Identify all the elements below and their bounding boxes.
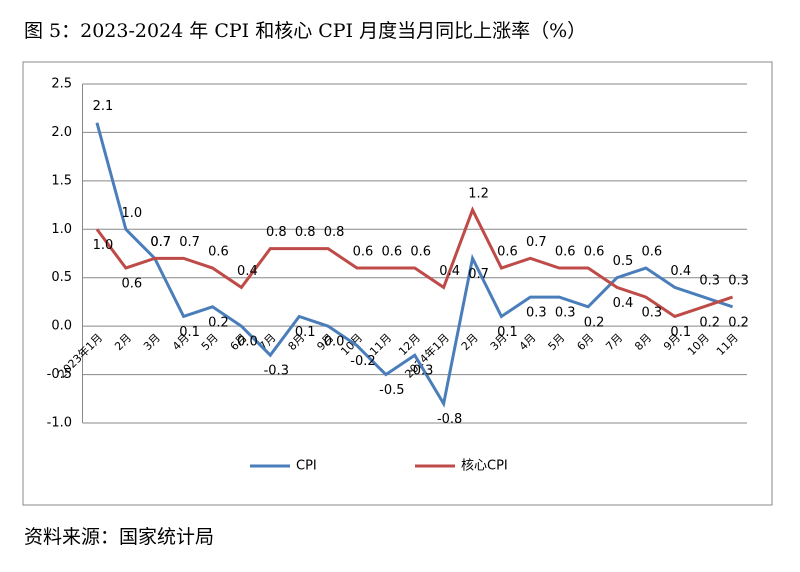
- legend-label: 核心CPI: [461, 459, 508, 474]
- data-label: 0.4: [439, 264, 460, 279]
- source-note: 资料来源：国家统计局: [24, 526, 214, 548]
- x-tick-label: 5月: [546, 331, 568, 353]
- data-label: 0.8: [266, 225, 287, 240]
- x-tick-label: 2月: [112, 331, 134, 353]
- data-label: -0.2: [350, 354, 375, 369]
- data-label: -0.3: [264, 364, 289, 379]
- data-label: 0.3: [642, 306, 663, 321]
- data-label: 0.7: [150, 235, 171, 250]
- series-line: [95, 206, 734, 319]
- y-tick-label: 1.0: [51, 222, 72, 237]
- data-label: 0.8: [295, 225, 316, 240]
- data-label: 1.0: [93, 238, 114, 253]
- data-label: 0.2: [584, 315, 605, 330]
- data-label: -0.3: [408, 364, 433, 379]
- x-tick-label: 2月: [459, 331, 481, 353]
- data-label: 0.7: [179, 235, 200, 250]
- data-label: 0.6: [584, 245, 605, 260]
- data-label: 2.1: [93, 99, 114, 114]
- data-label: 0.3: [699, 274, 720, 289]
- data-label: -0.8: [437, 412, 462, 427]
- chart-frame: [22, 61, 773, 506]
- data-label: 0.4: [613, 296, 634, 311]
- y-tick-label: 2.5: [51, 77, 72, 92]
- data-label: 0.6: [208, 245, 229, 260]
- x-tick-label: 3月: [141, 331, 163, 353]
- data-label: 0.7: [526, 235, 547, 250]
- data-label: 1.2: [468, 186, 489, 201]
- data-label: 0.2: [728, 315, 749, 330]
- data-label: 0.1: [497, 325, 518, 340]
- series-line: [95, 122, 734, 408]
- data-label: 0.6: [555, 245, 576, 260]
- data-label: 0.5: [613, 254, 634, 269]
- y-tick-label: 0.0: [51, 319, 72, 334]
- x-tick-label: 2023年1月: [55, 330, 105, 380]
- data-label: 0.6: [121, 277, 142, 292]
- data-label: 0.6: [382, 245, 403, 260]
- x-tick-label: 6月: [574, 331, 596, 353]
- x-tick-label: 4月: [517, 331, 539, 353]
- data-label: 0.8: [324, 225, 345, 240]
- x-tick-label: 11月: [714, 331, 741, 358]
- data-label: 0.2: [699, 315, 720, 330]
- data-label: 0.2: [208, 315, 229, 330]
- data-label: 0.1: [295, 325, 316, 340]
- data-label: 0.4: [237, 264, 258, 279]
- data-label: 0.7: [468, 267, 489, 282]
- legend-label: CPI: [296, 459, 317, 474]
- data-label: 0.7: [150, 235, 171, 250]
- data-label: 0.3: [728, 274, 749, 289]
- data-label: 0.6: [353, 245, 374, 260]
- y-tick-label: -0.5: [47, 367, 72, 382]
- y-tick-label: 1.5: [51, 173, 72, 188]
- data-label: -0.5: [379, 383, 404, 398]
- data-label: 0.0: [237, 335, 258, 350]
- y-tick-label: -1.0: [47, 416, 72, 431]
- x-tick-label: 7月: [603, 331, 625, 353]
- data-label: 0.1: [670, 325, 691, 340]
- data-label: 0.3: [555, 306, 576, 321]
- y-tick-label: 0.5: [51, 270, 72, 285]
- data-label: 0.3: [526, 306, 547, 321]
- data-label: 1.0: [121, 206, 142, 221]
- data-label: 0.6: [497, 245, 518, 260]
- chart-title: 图 5：2023-2024 年 CPI 和核心 CPI 月度当月同比上涨率（%）: [24, 20, 586, 42]
- x-tick-label: 5月: [199, 331, 221, 353]
- data-label: 0.6: [410, 245, 431, 260]
- x-tick-label: 8月: [632, 331, 654, 353]
- data-label: 0.0: [324, 335, 345, 350]
- data-label: 0.1: [179, 325, 200, 340]
- data-label: 0.6: [642, 245, 663, 260]
- y-tick-label: 2.0: [51, 125, 72, 140]
- data-label: 0.4: [670, 264, 691, 279]
